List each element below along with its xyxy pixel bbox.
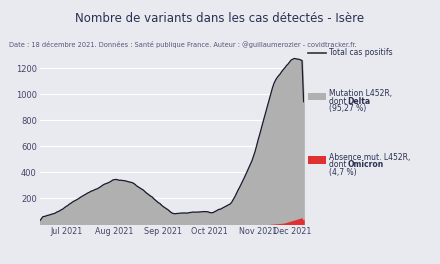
Text: Mutation L452R,: Mutation L452R, (329, 89, 392, 98)
Text: Total cas positifs: Total cas positifs (329, 48, 393, 57)
Text: Omicron: Omicron (348, 160, 384, 169)
Text: Delta: Delta (348, 97, 371, 106)
Text: Nombre de variants dans les cas détectés - Isère: Nombre de variants dans les cas détectés… (75, 12, 365, 25)
Text: (4,7 %): (4,7 %) (329, 168, 357, 177)
Text: dont: dont (329, 160, 349, 169)
Text: Date : 18 décembre 2021. Données : Santé publique France. Auteur : @guillaumeroz: Date : 18 décembre 2021. Données : Santé… (9, 41, 356, 48)
Text: Absence mut. L452R,: Absence mut. L452R, (329, 153, 411, 162)
Text: dont: dont (329, 97, 349, 106)
Text: (95,27 %): (95,27 %) (329, 104, 367, 113)
